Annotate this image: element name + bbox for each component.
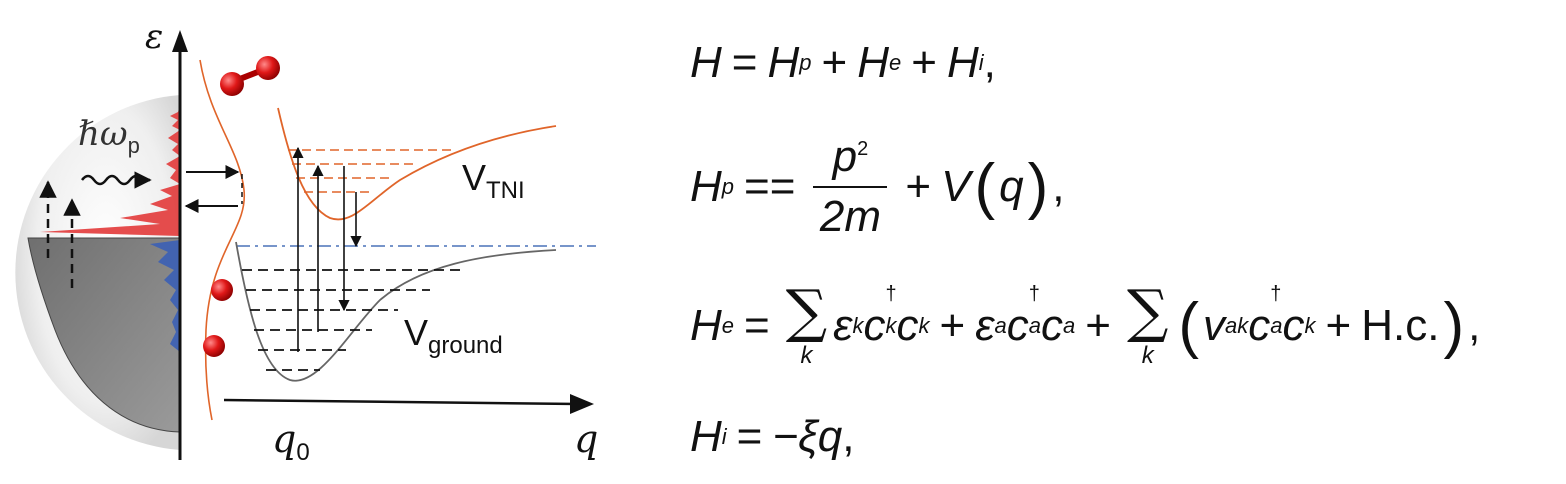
coordinate-axis-arrowhead <box>570 394 594 414</box>
tni-curve-sub: TNI <box>486 177 525 204</box>
svg-text:Vground: Vground <box>404 312 503 359</box>
occupied-states <box>27 237 181 433</box>
energy-axis-label: ε <box>145 17 163 57</box>
tni-curve-label: V <box>462 157 486 198</box>
excited-electron-distribution <box>40 105 180 236</box>
kinetic-fraction: p2 2m <box>813 132 888 242</box>
coordinate-axis-label: q <box>574 417 598 461</box>
photon-energy-label: ℏω <box>78 114 128 154</box>
svg-text:q0: q0 <box>272 417 310 466</box>
svg-text:VTNI: VTNI <box>462 157 525 204</box>
svg-text:ℏωp: ℏωp <box>78 114 140 158</box>
resonance-lineshape <box>199 59 246 421</box>
o2-molecule-icon <box>220 56 280 96</box>
summation-symbol: ∑ k <box>1126 277 1169 369</box>
dissociated-atoms-icon <box>203 279 233 357</box>
energy-level-diagram: ε ℏωp <box>15 17 598 466</box>
photon-energy-sub: p <box>128 133 140 158</box>
energy-axis-arrowhead <box>172 30 188 52</box>
occupied-dos-profile <box>150 240 180 352</box>
ground-vibrational-levels <box>242 269 466 371</box>
ground-curve-label: V <box>404 312 428 353</box>
ground-curve-sub: ground <box>428 332 503 359</box>
tni-vibrational-levels <box>288 149 452 193</box>
summation-symbol: ∑ k <box>785 277 828 369</box>
equilibrium-position-sub: 0 <box>296 439 309 466</box>
photon-wavy-arrow <box>81 171 152 189</box>
coordinate-axis <box>223 398 579 406</box>
equilibrium-position-label: q <box>272 417 296 461</box>
ground-potential-curve <box>235 241 557 382</box>
